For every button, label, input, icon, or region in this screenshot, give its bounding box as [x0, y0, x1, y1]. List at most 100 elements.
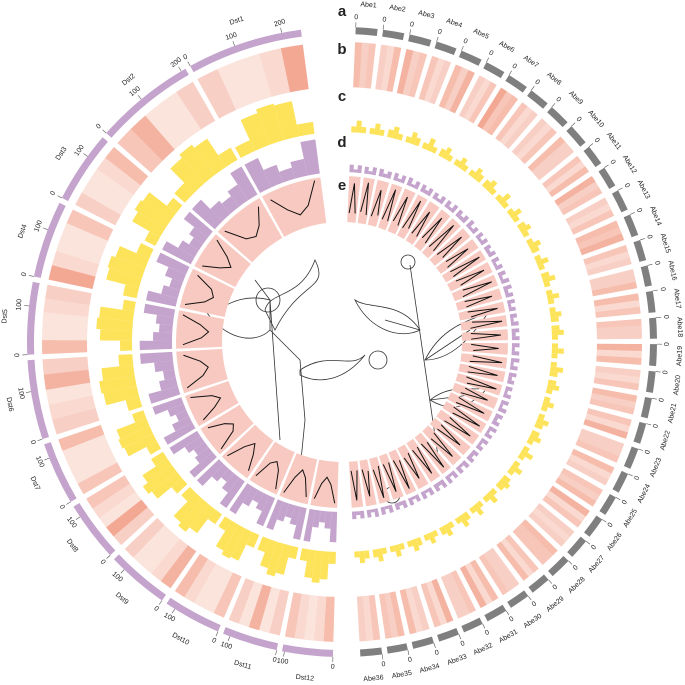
histogram-bar	[413, 181, 421, 190]
heatmap-cell	[45, 284, 92, 305]
histogram-bar	[266, 541, 284, 577]
histogram-bar	[543, 396, 551, 403]
histogram-bar	[116, 418, 150, 439]
heatmap-cell	[590, 392, 636, 409]
histogram-bar	[139, 340, 173, 351]
heatmap-cell	[561, 467, 603, 496]
heatmap-cell	[511, 118, 547, 156]
heatmap-cell	[356, 596, 367, 642]
histogram-bar	[504, 389, 509, 395]
histogram-bar	[153, 332, 173, 341]
track-background	[396, 49, 428, 98]
histogram-bar	[356, 120, 362, 133]
track-background	[589, 387, 638, 415]
tick-mark	[158, 600, 163, 605]
heatmap-cell	[482, 91, 513, 133]
track-background	[460, 315, 508, 331]
tick-label: 0	[662, 370, 669, 375]
histogram-bar	[207, 509, 223, 525]
heatmap-cell	[516, 523, 553, 561]
heatmap-cell	[496, 541, 529, 581]
atropa-leaf	[353, 298, 421, 334]
density-line	[471, 343, 499, 352]
histogram-bar	[511, 343, 520, 348]
histogram-bar	[442, 146, 453, 160]
heatmap-cell	[585, 251, 630, 271]
heatmap-cell	[527, 136, 566, 172]
histogram-bar	[406, 540, 414, 548]
histogram-bar	[458, 462, 464, 468]
track-background	[359, 459, 377, 507]
histogram-bar	[542, 400, 555, 409]
heatmap-cell	[130, 115, 175, 161]
heatmap-cell	[52, 408, 100, 435]
histogram-bar	[426, 187, 434, 197]
histogram-bar	[516, 221, 527, 230]
histogram-bar	[488, 187, 497, 196]
heatmap-cell	[81, 180, 128, 215]
histogram-bar	[324, 511, 332, 529]
ideogram	[623, 214, 639, 238]
histogram-bar	[497, 270, 507, 277]
tick-label: 0	[210, 637, 217, 645]
histogram-bar	[349, 164, 354, 173]
density-line	[460, 387, 488, 401]
heatmap-cell	[548, 166, 589, 198]
histogram-bar	[512, 215, 520, 223]
tick-mark	[639, 238, 645, 241]
histogram-bar	[369, 127, 376, 135]
density-line	[182, 314, 210, 346]
tick-mark	[215, 631, 219, 637]
histogram-bar	[107, 255, 146, 279]
histogram-bar	[536, 417, 550, 427]
histogram-bar	[547, 298, 555, 305]
tick-mark	[24, 305, 30, 307]
density-line	[381, 189, 397, 222]
density-line	[184, 274, 214, 306]
tick-mark	[66, 501, 71, 505]
histogram-bar	[384, 505, 389, 510]
track-background	[378, 591, 405, 639]
histogram-bar	[289, 505, 301, 526]
heatmap-cell	[197, 69, 237, 119]
chromosome-label: Dst9	[114, 591, 130, 606]
chromosome-label: Abe31	[498, 628, 519, 644]
ideogram	[583, 146, 602, 168]
heatmap-cell	[596, 349, 642, 358]
histogram-bar	[453, 158, 461, 167]
density-line	[382, 462, 397, 492]
histogram-bar	[230, 528, 253, 561]
histogram-bar	[353, 169, 358, 173]
track-background	[48, 209, 114, 289]
tick-label: 100	[128, 85, 142, 98]
tick-label: 0	[58, 504, 66, 511]
heatmap-cell	[542, 495, 582, 528]
track-background	[565, 197, 615, 235]
track-background	[399, 585, 430, 635]
histogram-bar	[468, 226, 474, 232]
tick-label: 0	[653, 260, 661, 265]
heatmap-cell	[565, 197, 609, 225]
histogram-bar	[246, 531, 260, 548]
histogram-bar	[549, 366, 564, 373]
tick-label: 0	[658, 397, 666, 402]
chromosome-label: Abe15	[659, 233, 672, 255]
chromosome-label: Dst11	[233, 659, 252, 671]
heatmap-cell	[203, 568, 233, 614]
histogram-bar	[163, 422, 196, 445]
chromosome-label: Abe8	[545, 71, 562, 87]
heatmap-cell	[396, 49, 414, 95]
histogram-bar	[118, 426, 154, 449]
histogram-bar	[146, 441, 162, 455]
tick-mark	[283, 651, 285, 657]
chromosome-label: Abe27	[588, 554, 607, 574]
histogram-bar	[406, 176, 414, 187]
heatmap-cell	[213, 572, 242, 618]
track-background	[575, 428, 625, 463]
histogram-bar	[530, 429, 540, 438]
tick-label: 100	[220, 641, 233, 651]
histogram-bar	[142, 465, 177, 495]
histogram-bar	[398, 542, 406, 550]
density-line	[464, 295, 493, 308]
density-line	[392, 460, 410, 489]
